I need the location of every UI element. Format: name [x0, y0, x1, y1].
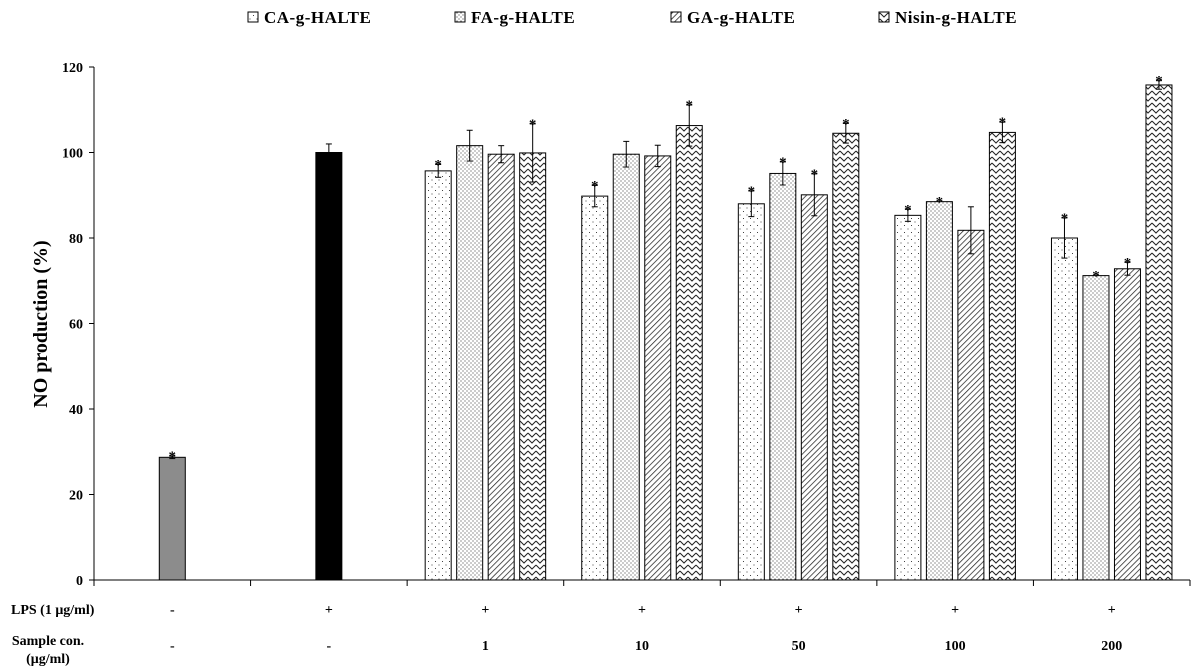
significance-star: * [1061, 211, 1069, 227]
significance-star: * [1155, 74, 1163, 90]
sample-value: 1 [482, 639, 489, 654]
legend-label-nisin-g-halte: Nisin-g-HALTE [895, 8, 1017, 27]
lps-value: + [481, 603, 489, 618]
lps-row-label: LPS (1 μg/ml) [11, 603, 95, 618]
significance-star: * [686, 98, 694, 114]
bar-ca-g-halte [894, 214, 922, 581]
legend-label-ca-g-halte: CA-g-HALTE [264, 8, 371, 27]
bar-nisin-g-halte [519, 152, 547, 581]
y-tick-label: 0 [76, 574, 83, 589]
bar-lps [315, 152, 343, 581]
y-tick-label: 100 [62, 147, 83, 162]
legend-swatch-fa-g-halte [454, 11, 466, 23]
sample-value: 200 [1101, 639, 1122, 654]
sample-row-label: Sample con. [12, 634, 84, 649]
y-axis-label: NO production (%) [30, 240, 52, 407]
bar-control [158, 456, 186, 581]
bar-nisin-g-halte [988, 131, 1016, 581]
axes: 0 20 40 60 80 100 120 NO production (%) [30, 61, 1191, 589]
bar-fa-g-halte [456, 145, 484, 581]
significance-star: * [529, 117, 537, 133]
y-tick-label: 60 [69, 318, 83, 333]
legend-label-fa-g-halte: FA-g-HALTE [471, 8, 575, 27]
lps-value: - [170, 603, 175, 618]
lps-value: + [951, 603, 959, 618]
sample-value: - [327, 639, 332, 654]
bar-fa-g-halte [1082, 275, 1110, 581]
legend-label-ga-g-halte: GA-g-HALTE [687, 8, 795, 27]
bar-ga-g-halte [800, 194, 828, 581]
sample-value: - [170, 639, 175, 654]
lps-value: + [1108, 603, 1116, 618]
y-tick-label: 40 [69, 403, 83, 418]
bar-ga-g-halte [644, 155, 672, 581]
bar-nisin-g-halte [1145, 84, 1173, 581]
significance-star: * [811, 167, 819, 183]
y-tick-label: 120 [62, 61, 83, 76]
lps-value: + [638, 603, 646, 618]
bar-ca-g-halte [424, 170, 452, 581]
legend-swatch-ga-g-halte [670, 11, 682, 23]
significance-star: * [1124, 255, 1132, 271]
bar-ga-g-halte [957, 229, 985, 581]
significance-star: * [169, 449, 177, 465]
significance-star: * [842, 116, 850, 132]
sample-value: 50 [792, 639, 806, 654]
bar-ga-g-halte [1113, 268, 1141, 581]
significance-star: * [591, 178, 599, 194]
lps-value: + [795, 603, 803, 618]
y-tick-label: 20 [69, 489, 83, 504]
significance-star: * [936, 195, 944, 211]
legend-swatch-nisin-g-halte [878, 11, 890, 23]
legend: CA-g-HALTE FA-g-HALTE GA-g-HALTE Nisin-g-HA… [247, 8, 1017, 27]
condition-rows: LPS (1 μg/ml) Sample con. (μg/ml) - - + - +1 +10… [11, 603, 1122, 667]
bar-ga-g-halte [487, 153, 515, 581]
lps-value: + [325, 603, 333, 618]
legend-swatch-ca-g-halte [247, 11, 259, 23]
bar-ca-g-halte [1050, 237, 1078, 581]
bar-fa-g-halte [769, 172, 797, 581]
sample-value: 10 [635, 639, 649, 654]
significance-star: * [1092, 269, 1100, 285]
bar-fa-g-halte [612, 153, 640, 581]
sample-value: 100 [945, 639, 966, 654]
bar-ca-g-halte [581, 195, 609, 581]
bar-fa-g-halte [925, 201, 953, 581]
bar-nisin-g-halte [832, 132, 860, 581]
significance-star: * [748, 184, 756, 200]
significance-star: * [779, 155, 787, 171]
bars: * * * * * * * * * * * * * * * * [158, 74, 1173, 581]
significance-star: * [999, 115, 1007, 131]
bar-ca-g-halte [737, 203, 765, 581]
significance-star: * [904, 202, 912, 218]
significance-star: * [434, 157, 442, 173]
y-tick-label: 80 [69, 232, 83, 247]
bar-nisin-g-halte [675, 125, 703, 581]
sample-row-unit: (μg/ml) [26, 652, 70, 667]
